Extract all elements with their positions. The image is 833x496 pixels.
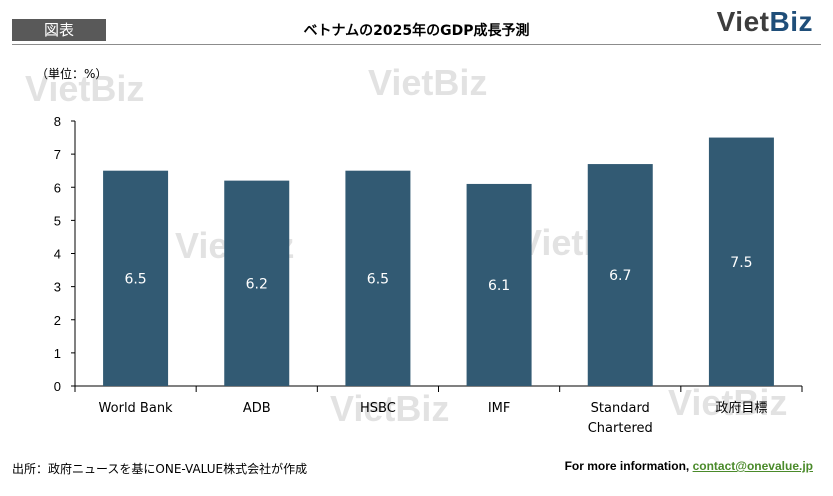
y-tick-label: 7	[54, 147, 61, 162]
logo-viet: Viet	[716, 6, 770, 37]
unit-label: （単位：%）	[36, 66, 107, 81]
y-tick-label: 1	[54, 346, 61, 361]
bar	[708, 137, 774, 386]
contact-email-link[interactable]: contact@onevalue.jp	[692, 459, 813, 473]
bar-value-label: 6.5	[367, 271, 389, 287]
bar	[345, 170, 411, 386]
x-category-label: World Bank	[99, 401, 174, 416]
figure-tag: 図表	[12, 19, 106, 41]
y-tick-label: 6	[54, 180, 61, 195]
bar	[466, 183, 532, 386]
bar-value-label: 6.5	[124, 271, 146, 287]
y-tick-label: 2	[54, 313, 61, 328]
source-note: 出所：政府ニュースを基にONE-VALUE株式会社が作成	[12, 462, 308, 476]
x-category-label: Chartered	[588, 421, 653, 436]
x-category-label: 政府目標	[715, 401, 767, 416]
watermark: VietBiz	[368, 62, 488, 103]
contact-info: For more information, contact@onevalue.j…	[565, 459, 813, 473]
header-divider	[12, 44, 821, 45]
bar-value-label: 6.2	[246, 276, 268, 292]
y-tick-label: 4	[54, 247, 61, 262]
x-category-label: ADB	[243, 401, 271, 416]
chart-title: ベトナムの2025年のGDP成長予測	[303, 23, 530, 39]
watermark: VietBiz	[330, 388, 450, 429]
y-tick-label: 5	[54, 213, 61, 228]
x-category-label: HSBC	[360, 401, 396, 416]
y-tick-label: 3	[54, 280, 61, 295]
bar	[587, 164, 653, 386]
bar	[103, 170, 169, 386]
x-category-label: IMF	[488, 401, 511, 416]
watermark: VietBiz	[25, 68, 145, 109]
bar-value-label: 6.7	[609, 268, 631, 284]
x-category-label: Standard	[591, 401, 650, 416]
logo-biz: Biz	[769, 6, 813, 37]
watermark: VietBiz	[668, 382, 788, 423]
more-info-text: For more information,	[564, 459, 690, 473]
vietbiz-logo: VietBiz	[717, 6, 813, 38]
y-tick-label: 8	[54, 114, 61, 129]
y-tick-label: 0	[54, 379, 61, 394]
bar	[224, 180, 290, 386]
bar-value-label: 7.5	[730, 255, 752, 271]
bar-value-label: 6.1	[488, 278, 510, 294]
